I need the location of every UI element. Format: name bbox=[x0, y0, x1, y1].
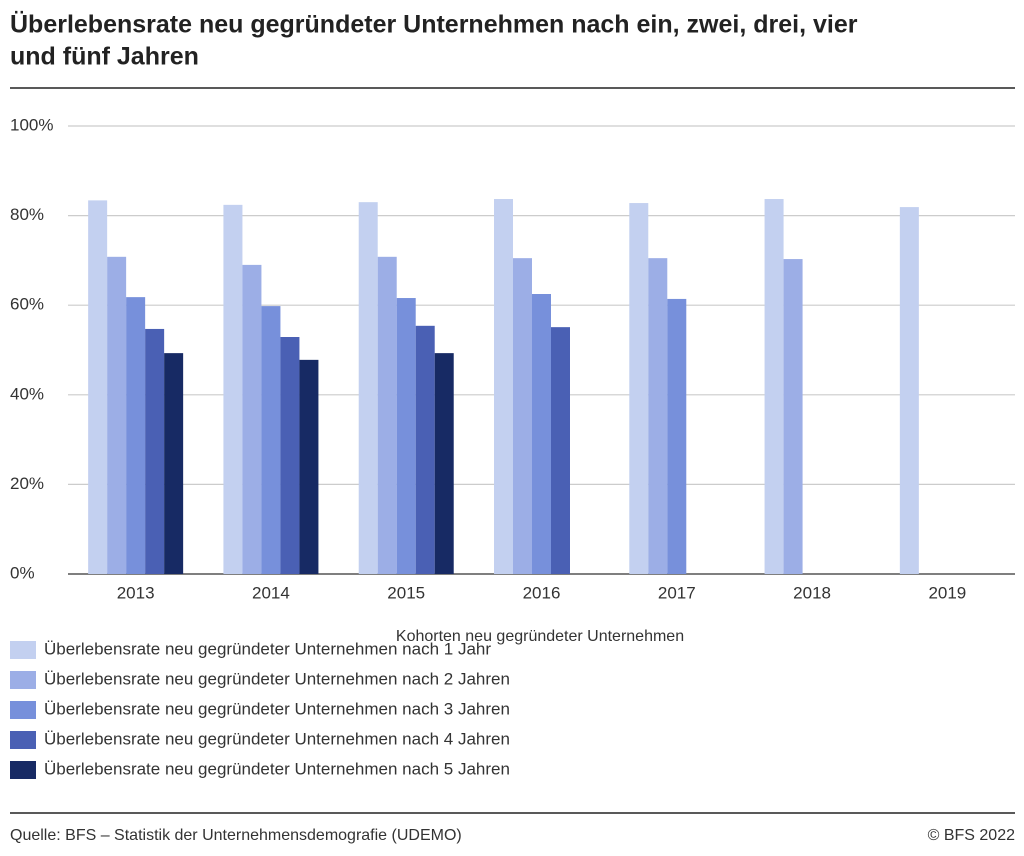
legend-label: Überlebensrate neu gegründeter Unternehm… bbox=[44, 699, 510, 718]
legend-swatch bbox=[10, 761, 36, 779]
y-tick-label: 0% bbox=[10, 563, 35, 582]
bar bbox=[377, 256, 397, 574]
bar bbox=[396, 298, 416, 574]
x-tick-label: 2019 bbox=[928, 583, 966, 602]
bar bbox=[783, 259, 803, 574]
x-axis-title: Kohorten neu gegründeter Unternehmen bbox=[396, 628, 684, 645]
bar bbox=[280, 337, 300, 574]
x-tick-label: 2017 bbox=[658, 583, 696, 602]
legend-swatch bbox=[10, 731, 36, 749]
x-tick-label: 2018 bbox=[793, 583, 831, 602]
bar bbox=[532, 294, 551, 574]
bar bbox=[629, 203, 649, 574]
bar bbox=[434, 353, 454, 574]
y-tick-label: 20% bbox=[10, 474, 44, 493]
x-tick-label: 2016 bbox=[523, 583, 561, 602]
bar bbox=[299, 359, 319, 574]
legend-swatch bbox=[10, 671, 36, 689]
bar bbox=[242, 264, 262, 574]
bar bbox=[764, 199, 784, 575]
legend-label: Überlebensrate neu gegründeter Unternehm… bbox=[44, 759, 510, 778]
bar bbox=[415, 325, 435, 574]
bar bbox=[648, 258, 668, 574]
bar bbox=[261, 306, 281, 574]
bar bbox=[667, 298, 687, 574]
bar bbox=[223, 204, 243, 574]
bar bbox=[107, 256, 127, 574]
y-tick-label: 80% bbox=[10, 205, 44, 224]
legend-label: Überlebensrate neu gegründeter Unternehm… bbox=[44, 639, 491, 658]
y-tick-label: 100% bbox=[10, 115, 53, 134]
chart-title: und fünf Jahren bbox=[10, 43, 199, 71]
y-tick-label: 40% bbox=[10, 384, 44, 403]
bar bbox=[88, 200, 108, 575]
bar bbox=[145, 328, 165, 574]
bar bbox=[164, 353, 184, 574]
legend-swatch bbox=[10, 641, 36, 659]
bar bbox=[126, 297, 146, 574]
copyright: © BFS 2022 bbox=[928, 827, 1015, 844]
source: Quelle: BFS – Statistik der Unternehmens… bbox=[10, 827, 462, 844]
legend-label: Überlebensrate neu gegründeter Unternehm… bbox=[44, 729, 510, 748]
x-tick-label: 2015 bbox=[387, 583, 425, 602]
x-tick-label: 2014 bbox=[252, 583, 290, 602]
x-tick-label: 2013 bbox=[117, 583, 155, 602]
y-tick-label: 60% bbox=[10, 295, 44, 314]
legend-label: Überlebensrate neu gegründeter Unternehm… bbox=[44, 669, 510, 688]
bar bbox=[899, 207, 919, 574]
legend-swatch bbox=[10, 701, 36, 719]
bar bbox=[494, 199, 513, 575]
bar bbox=[513, 258, 532, 574]
bar bbox=[358, 202, 378, 574]
chart-title: Überlebensrate neu gegründeter Unternehm… bbox=[10, 10, 858, 39]
bar bbox=[551, 327, 570, 574]
